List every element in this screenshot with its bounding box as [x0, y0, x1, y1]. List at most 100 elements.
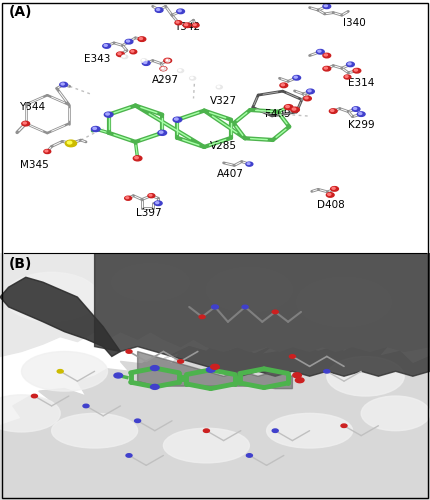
Text: M345: M345 [20, 160, 49, 170]
Circle shape [190, 77, 193, 78]
Circle shape [150, 384, 159, 390]
Circle shape [308, 90, 311, 92]
Circle shape [144, 62, 147, 64]
Circle shape [31, 394, 37, 398]
Circle shape [316, 50, 324, 54]
Ellipse shape [206, 268, 292, 312]
Text: Y344: Y344 [19, 102, 45, 113]
Circle shape [149, 194, 152, 196]
Text: V285: V285 [210, 142, 237, 152]
Circle shape [141, 59, 147, 62]
Circle shape [295, 378, 304, 382]
Circle shape [246, 454, 252, 457]
Circle shape [125, 196, 132, 200]
Text: K299: K299 [348, 120, 375, 130]
Text: E314: E314 [348, 78, 375, 88]
Circle shape [331, 186, 338, 191]
Ellipse shape [267, 414, 353, 448]
Circle shape [331, 110, 334, 112]
Circle shape [114, 373, 123, 378]
Circle shape [155, 8, 163, 12]
Ellipse shape [297, 277, 391, 327]
Circle shape [158, 130, 166, 136]
Circle shape [353, 68, 361, 73]
Circle shape [150, 366, 159, 370]
Circle shape [305, 97, 308, 99]
Circle shape [160, 66, 167, 70]
Circle shape [323, 66, 331, 71]
Circle shape [160, 131, 163, 133]
Circle shape [326, 192, 334, 197]
Circle shape [126, 454, 132, 457]
Circle shape [148, 194, 155, 198]
Circle shape [166, 60, 168, 61]
Circle shape [329, 109, 337, 114]
Circle shape [135, 419, 141, 422]
Ellipse shape [361, 396, 430, 430]
Circle shape [354, 69, 357, 71]
Circle shape [93, 128, 96, 130]
Circle shape [272, 429, 278, 432]
Text: F409: F409 [264, 109, 290, 119]
Ellipse shape [4, 272, 99, 322]
Circle shape [304, 96, 311, 100]
Circle shape [211, 364, 219, 370]
Circle shape [286, 106, 289, 108]
Circle shape [126, 40, 129, 42]
Circle shape [324, 67, 327, 69]
Circle shape [272, 310, 278, 314]
Circle shape [178, 10, 181, 12]
Circle shape [357, 112, 365, 116]
Circle shape [178, 360, 184, 363]
Circle shape [161, 68, 164, 69]
Circle shape [348, 63, 351, 64]
Ellipse shape [112, 264, 189, 301]
Text: L397: L397 [135, 208, 161, 218]
Circle shape [341, 424, 347, 428]
Text: V327: V327 [210, 96, 237, 106]
Circle shape [281, 84, 284, 86]
Circle shape [328, 194, 331, 196]
Circle shape [164, 58, 172, 63]
Text: (A): (A) [9, 5, 32, 19]
Circle shape [192, 23, 199, 28]
Text: T342: T342 [174, 22, 200, 32]
Circle shape [183, 23, 191, 28]
Circle shape [291, 107, 299, 112]
Circle shape [352, 107, 360, 112]
Circle shape [123, 56, 125, 57]
Circle shape [45, 150, 48, 152]
Circle shape [203, 429, 209, 432]
Circle shape [130, 50, 137, 54]
Circle shape [294, 76, 297, 78]
Circle shape [65, 140, 77, 146]
Circle shape [156, 202, 159, 203]
Text: I340: I340 [344, 18, 366, 28]
Circle shape [344, 75, 351, 79]
Text: E343: E343 [83, 54, 110, 64]
Circle shape [57, 370, 63, 373]
Polygon shape [0, 339, 430, 500]
Circle shape [133, 156, 142, 161]
Circle shape [293, 373, 301, 378]
Circle shape [126, 197, 129, 198]
Circle shape [166, 60, 170, 62]
Circle shape [307, 89, 314, 94]
Ellipse shape [52, 414, 138, 448]
Circle shape [83, 404, 89, 407]
Polygon shape [95, 252, 430, 376]
Circle shape [280, 83, 288, 87]
Circle shape [345, 76, 348, 78]
Circle shape [176, 22, 179, 23]
Circle shape [122, 55, 128, 58]
Circle shape [68, 142, 72, 144]
Circle shape [161, 67, 166, 70]
Circle shape [104, 44, 107, 46]
Circle shape [293, 76, 301, 80]
Circle shape [217, 86, 220, 88]
Circle shape [126, 350, 132, 353]
Circle shape [323, 4, 331, 8]
Circle shape [347, 62, 354, 66]
Polygon shape [0, 252, 430, 356]
Circle shape [177, 9, 184, 14]
